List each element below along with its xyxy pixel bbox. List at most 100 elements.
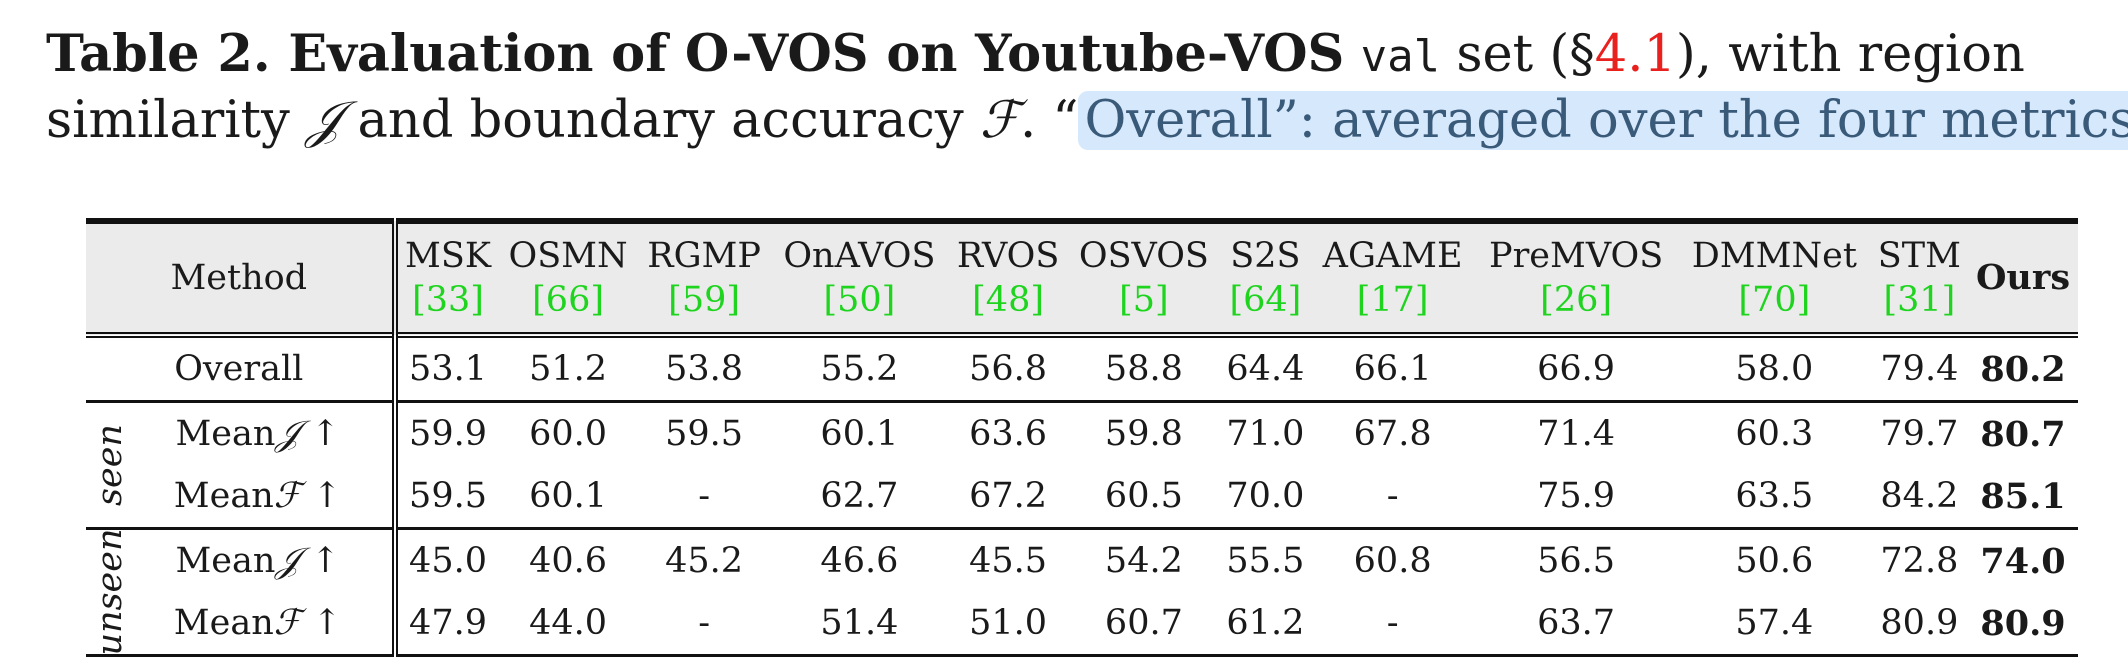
table-cell: 55.5 — [1226, 541, 1305, 581]
overall-row: Overall 53.1 51.2 53.8 55.2 56.8 58.8 64.4 66.1 6… — [86, 335, 2078, 402]
citation-link[interactable]: [33] — [412, 280, 484, 320]
table-cell: 60.0 — [529, 414, 608, 454]
table-cell: 59.5 — [409, 476, 487, 516]
table-cell: 40.6 — [529, 541, 608, 581]
table-cell: 51.2 — [529, 349, 608, 389]
table-cell: 80.9 — [1980, 602, 2066, 644]
citation-link[interactable]: [48] — [972, 280, 1045, 320]
table-cell: 71.4 — [1537, 414, 1616, 454]
table-cell: 55.2 — [820, 349, 899, 389]
method-column-header: STM [31] — [1870, 221, 1968, 335]
table-cell: 59.5 — [665, 414, 744, 454]
table-cell: 56.8 — [969, 349, 1048, 389]
method-column-header: S2S [64] — [1219, 221, 1311, 335]
metric-label: Meanℱ ↑ — [134, 592, 398, 656]
table-cell: 67.2 — [969, 476, 1048, 516]
metric-label: Mean𝒥 ↑ — [134, 401, 398, 465]
table-cell: - — [1386, 476, 1399, 516]
table-cell: 46.6 — [820, 541, 899, 581]
table-cell: 51.0 — [969, 603, 1048, 643]
citation-link[interactable]: [17] — [1356, 280, 1429, 320]
method-column-header: RVOS [48] — [948, 221, 1068, 335]
method-name: OSVOS — [1078, 236, 1209, 276]
method-column-header: Ours — [1967, 221, 2078, 335]
table-cell: 53.1 — [409, 349, 487, 389]
table-cell: 56.5 — [1537, 541, 1616, 581]
citation-link[interactable]: [31] — [1883, 280, 1956, 320]
method-column-header: DMMNet [70] — [1677, 221, 1871, 335]
caption-line-2: similarity 𝒥 and boundary accuracy ℱ. “O… — [46, 89, 2128, 153]
section-reference-link[interactable]: 4.1 — [1594, 25, 1676, 84]
metric-sym: 𝒥 — [275, 414, 300, 454]
citation-link[interactable]: [26] — [1540, 280, 1613, 320]
citation-link[interactable]: [5] — [1119, 280, 1169, 320]
boundary-accuracy-symbol: ℱ — [979, 91, 1020, 150]
table-cell: 45.2 — [665, 541, 744, 581]
method-name: AGAME — [1322, 236, 1463, 276]
table-cell: 50.6 — [1735, 541, 1814, 581]
citation-link[interactable]: [66] — [532, 280, 605, 320]
table-body: Overall 53.1 51.2 53.8 55.2 56.8 58.8 64.4 66.1 6… — [86, 335, 2078, 656]
table-cell: 60.8 — [1353, 541, 1432, 581]
caption-region-text: ), with region — [1675, 25, 2025, 84]
method-column-header: OSVOS [5] — [1067, 221, 1220, 335]
table-cell: 60.1 — [820, 414, 899, 454]
table-cell: 60.3 — [1735, 414, 1814, 454]
metric-label: Mean𝒥 ↑ — [134, 528, 398, 592]
table-cell: 63.6 — [969, 414, 1048, 454]
method-name: MSK — [405, 236, 491, 276]
caption-title: Table 2. Evaluation of O-VOS on Youtube-… — [46, 24, 1345, 84]
method-column-header: AGAME [17] — [1310, 221, 1475, 335]
table-cell: 45.0 — [409, 541, 487, 581]
metric-row: unseen Mean𝒥 ↑ 45.0 40.6 45.2 46.6 45.5 54.2 55.… — [86, 528, 2078, 655]
table-cell: 60.5 — [1104, 476, 1183, 516]
group-label: seen — [90, 424, 130, 506]
metric-row: Meanℱ ↑ 59.5 60.1 - 62.7 67.2 60.5 70.0 - 75.9 63.… — [86, 465, 2078, 529]
method-name: S2S — [1230, 236, 1301, 276]
method-name: RVOS — [956, 236, 1060, 276]
caption-boundary-text: and boundary accuracy — [357, 91, 964, 150]
method-name: PreMVOS — [1489, 236, 1664, 276]
metric-arrow: ↑ — [310, 541, 341, 581]
table-cell: 70.0 — [1226, 476, 1305, 516]
table-cell: 57.4 — [1735, 603, 1814, 643]
group-label: unseen — [90, 528, 130, 656]
table-cell: 44.0 — [529, 603, 608, 643]
table-cell: 45.5 — [969, 541, 1048, 581]
table-cell: 66.9 — [1537, 349, 1616, 389]
table-cell: 60.7 — [1104, 603, 1183, 643]
method-name: DMMNet — [1691, 236, 1857, 276]
table-cell: 79.7 — [1880, 414, 1959, 454]
caption-line-1: Table 2. Evaluation of O-VOS on Youtube-… — [46, 22, 2086, 89]
method-column-header: PreMVOS [26] — [1474, 221, 1678, 335]
table-cell: 47.9 — [409, 603, 487, 643]
citation-link[interactable]: [64] — [1229, 280, 1302, 320]
caption-quote-open: . “ — [1019, 91, 1079, 150]
table-cell: 80.2 — [1980, 348, 2066, 390]
citation-link[interactable]: [70] — [1738, 280, 1811, 320]
metric-label: Mean — [175, 414, 276, 454]
table-cell: 60.1 — [529, 476, 608, 516]
metric-sym: ℱ — [273, 603, 302, 643]
table-cell: 59.8 — [1104, 414, 1183, 454]
table-cell: 63.5 — [1735, 476, 1814, 516]
header-row: Method MSK [33] OSMN [66] RGMP [59] OnAVOS [50]… — [86, 221, 2078, 335]
table-cell: 84.2 — [1880, 476, 1959, 516]
table-cell: - — [698, 476, 711, 516]
method-name: OnAVOS — [783, 236, 936, 276]
results-table-wrapper: Method MSK [33] OSMN [66] RGMP [59] OnAVOS [50]… — [86, 218, 2078, 657]
metric-label: Mean — [175, 541, 276, 581]
table-cell: 64.4 — [1226, 349, 1305, 389]
table-cell: 58.8 — [1104, 349, 1183, 389]
caption-split-code: val — [1360, 31, 1441, 82]
table-cell: 71.0 — [1226, 414, 1305, 454]
metric-sym: 𝒥 — [275, 541, 300, 581]
citation-link[interactable]: [50] — [823, 280, 896, 320]
citation-link[interactable]: [59] — [668, 280, 741, 320]
metric-row: Meanℱ ↑ 47.9 44.0 - 51.4 51.0 60.7 61.2 - 63.7 57.… — [86, 592, 2078, 656]
table-cell: 80.7 — [1980, 413, 2066, 455]
table-caption: Table 2. Evaluation of O-VOS on Youtube-… — [46, 22, 2128, 153]
group-label-cell: unseen — [86, 528, 134, 656]
metric-label: Meanℱ ↑ — [134, 465, 398, 529]
table-cell: 67.8 — [1353, 414, 1432, 454]
